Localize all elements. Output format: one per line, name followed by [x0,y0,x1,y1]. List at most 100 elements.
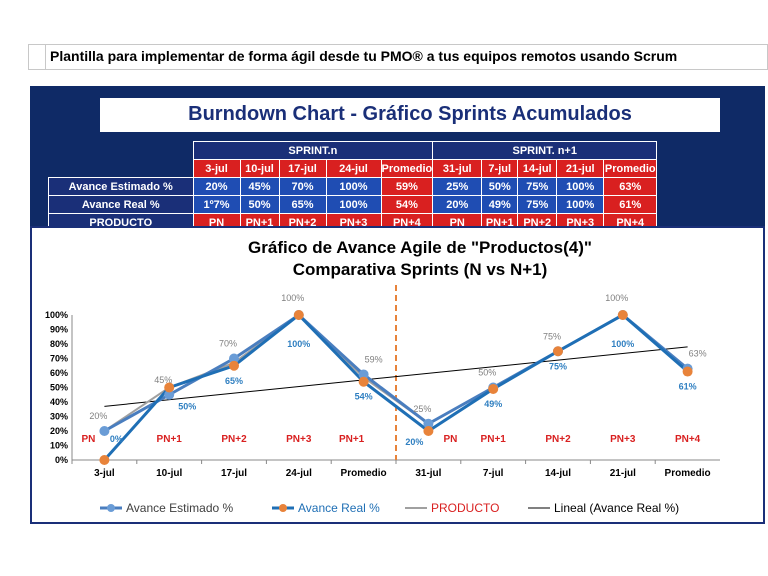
marker-real [358,376,369,387]
table-cell: 100% [325,195,382,214]
product-label: PN+3 [610,434,636,445]
y-tick-label: 30% [50,412,68,422]
legend-label: Avance Real % [298,501,380,515]
x-tick-label: 21-jul [610,468,636,479]
label-estimado: 25% [413,404,431,414]
marker-estimado [229,353,239,364]
table-cell: 75% [517,177,558,196]
date-header: Promedio [380,159,434,178]
marker-real [423,426,434,436]
table-cell: 100% [325,177,382,196]
legend-marker [107,504,115,512]
x-tick-label: 7-jul [483,468,504,479]
table-cell: 25% [432,177,483,196]
product-label: PN+1 [157,434,183,445]
x-tick-label: 10-jul [156,468,182,479]
marker-real [682,366,693,377]
label-estimado: 50% [478,368,496,378]
chart-area [30,226,765,524]
product-label: PN [81,434,95,445]
chart-title: Gráfico de Avance Agile de "Productos(4)… [248,238,592,257]
marker-estimado [423,418,434,429]
product-label: PN+1 [339,434,365,445]
date-header: Promedio [603,159,658,178]
label-estimado: 63% [689,349,707,359]
label-real: 100% [287,339,310,349]
date-header: 24-jul [325,159,382,178]
label-real: 20% [405,437,423,447]
y-tick-label: 40% [50,397,68,407]
marker-real [99,455,110,465]
table-cell: 100% [556,195,605,214]
x-tick-label: 24-jul [286,468,312,479]
marker-real [553,346,563,357]
sprint-n1-header: SPRINT. n+1 [432,141,658,160]
product-label: PN+2 [221,434,247,445]
date-header: 31-jul [432,159,483,178]
label-estimado: 100% [281,293,304,303]
y-tick-label: 50% [50,383,68,393]
table-cell: 20% [192,177,241,196]
table-cell: 45% [239,177,280,196]
marker-real [488,383,499,394]
label-real: 61% [679,382,697,392]
label-real: 49% [484,399,502,409]
x-tick-label: 3-jul [94,468,115,479]
legend-marker [279,504,287,512]
y-tick-label: 70% [50,354,68,364]
marker-real [617,310,628,320]
legend-label: Avance Estimado % [126,501,233,515]
label-real: 54% [355,392,373,402]
series-line-estimado [103,313,689,433]
marker-real [293,310,304,320]
table-cell: 61% [603,195,658,214]
table-cell: 50% [239,195,280,214]
x-tick-label: 17-jul [221,468,247,479]
table-cell: 59% [380,177,434,196]
trendline [104,346,688,407]
table-cell: 1º7% [192,195,241,214]
y-tick-label: 80% [50,339,68,349]
label-real: 0% [110,434,123,444]
table-cell: 75% [517,195,558,214]
marker-estimado [99,426,110,436]
legend-label: PRODUCTO [431,501,499,515]
chart-subtitle: Comparativa Sprints (N vs N+1) [293,260,548,279]
y-tick-label: 100% [45,310,68,320]
marker-real [164,382,175,393]
label-real: 50% [178,402,196,412]
table-cell: 100% [556,177,605,196]
label-estimado: 70% [219,339,237,349]
page-title: Plantilla para implementar de forma ágil… [50,48,678,64]
y-tick-label: 90% [50,325,68,335]
row-label: Avance Estimado % [48,177,194,196]
marker-estimado [164,389,175,400]
product-label: PN+1 [481,434,507,445]
x-tick-label: 31-jul [415,468,441,479]
product-label: PN+4 [675,434,701,445]
label-real: 75% [549,361,567,371]
y-tick-label: 60% [50,368,68,378]
marker-real [229,360,239,371]
legend-label: Lineal (Avance Real %) [554,501,679,515]
x-tick-label: 14-jul [545,468,571,479]
product-label: PN+2 [545,434,571,445]
y-tick-label: 20% [50,426,68,436]
marker-estimado [358,369,369,380]
label-estimado: 75% [543,331,561,341]
y-tick-label: 10% [50,441,68,451]
table-cell: 20% [432,195,483,214]
product-label: PN [443,434,457,445]
table-cell: 49% [481,195,519,214]
banner-title: Burndown Chart - Gráfico Sprints Acumula… [188,103,632,125]
banner [100,98,720,132]
label-estimado: 45% [154,375,172,385]
x-tick-label: Promedio [665,468,711,479]
label-estimado: 100% [605,293,628,303]
series-line-producto [103,313,689,432]
date-header: 10-jul [239,159,280,178]
x-tick-label: Promedio [341,468,387,479]
y-tick-label: 0% [55,455,68,465]
row-label: Avance Real % [48,195,194,214]
